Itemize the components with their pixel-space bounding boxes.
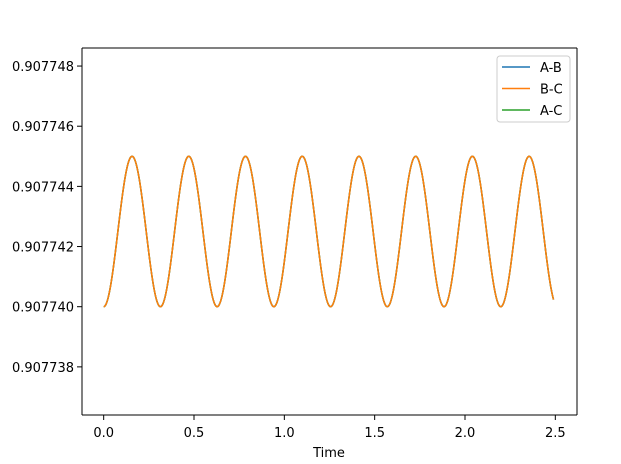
- y-axis-ticks: 0.907738 0.907740 0.907742 0.907744 0.907746…: [12, 60, 82, 376]
- y-tick-label: 0.907738: [12, 361, 74, 376]
- legend-label-a-b: A-B: [540, 61, 562, 76]
- y-tick-label: 0.907748: [12, 60, 74, 75]
- series-line-b-c: [103, 155, 555, 308]
- x-tick-label: 0.5: [184, 426, 205, 441]
- legend-entries: A-B B-C A-C: [502, 61, 563, 119]
- x-axis-label: Time: [312, 446, 345, 461]
- axes-background: [82, 48, 577, 415]
- y-tick-label: 0.907746: [12, 120, 74, 135]
- y-tick-label: 0.907740: [12, 301, 74, 316]
- legend-label-a-c: A-C: [540, 104, 562, 119]
- legend: A-B B-C A-C: [496, 55, 571, 123]
- x-tick-label: 0.0: [93, 426, 114, 441]
- legend-label-b-c: B-C: [540, 83, 563, 98]
- x-tick-label: 2.0: [455, 426, 476, 441]
- x-tick-label: 1.0: [274, 426, 295, 441]
- x-tick-label: 2.5: [545, 426, 566, 441]
- x-tick-label: 1.5: [364, 426, 385, 441]
- y-tick-label: 0.907744: [12, 180, 74, 195]
- y-tick-label: 0.907742: [12, 241, 74, 256]
- x-axis-ticks: 0.0 0.5 1.0 1.5 2.0 2.5: [93, 415, 566, 441]
- legend-box: [496, 55, 571, 123]
- plot-area: 0.0 0.5 1.0 1.5 2.0 2.5 0.9077380.9077400.907…: [12, 47, 578, 461]
- series-lines: [103, 155, 555, 308]
- axes-frame: [81, 47, 578, 416]
